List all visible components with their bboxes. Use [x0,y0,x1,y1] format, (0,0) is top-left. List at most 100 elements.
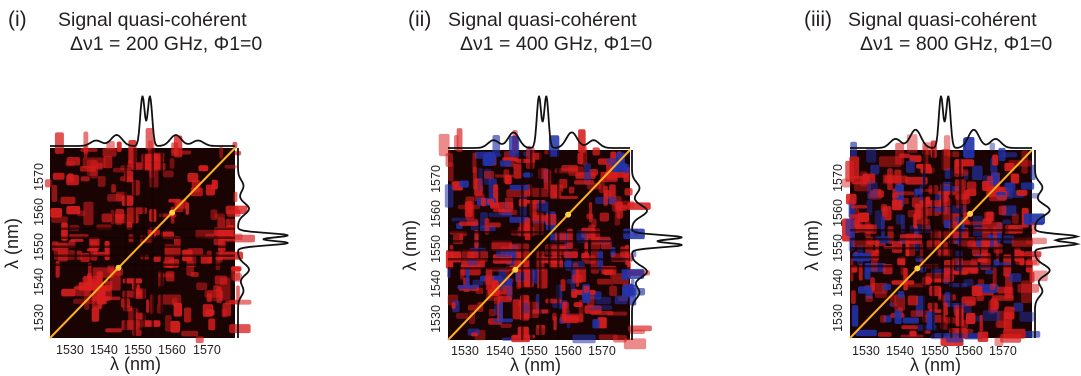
map-blob [891,241,903,253]
map-blob [1016,189,1028,196]
map-blob [960,193,971,204]
map-blob [897,290,905,299]
map-blob [493,318,514,323]
map-blob [106,140,115,150]
map-blob [102,148,117,157]
map-blob [1023,213,1046,225]
map-blob [537,268,548,289]
map-blob [597,317,607,329]
map-blob [44,179,52,188]
map-blob [503,169,510,183]
map-blob [591,218,597,227]
map-blob [487,198,495,205]
map-blob [214,275,228,285]
panel-title-line1: Signal quasi-cohérent [448,9,637,31]
map-blob [451,217,470,222]
top-spectrum-line [850,95,1032,149]
map-stripe [557,150,560,340]
map-blob [880,216,885,238]
correlation-map [841,134,1048,347]
map-stripe [548,150,551,340]
map-blob [216,286,222,304]
map-blob [206,293,212,303]
map-blob [469,311,476,325]
map-blob [990,298,998,313]
map-blob [624,188,633,196]
map-blob [186,260,194,276]
map-blob [931,333,950,338]
panel-title: Signal quasi-cohérent Δν1 = 200 GHz, Φ1=… [58,8,262,56]
map-blob [225,205,248,215]
map-blob [465,196,475,220]
map-blob [895,214,903,225]
map-blob [488,308,496,317]
map-blob [870,164,880,175]
y-tick: 1570 [428,165,443,193]
map-blob [962,221,984,226]
map-blob [954,305,964,317]
x-tick: 1550 [520,344,548,358]
map-blob [116,141,122,152]
map-blob [895,191,915,196]
map-blob [609,285,617,296]
y-tick: 1570 [830,164,845,192]
map-blob [925,278,945,283]
map-blob [111,184,116,193]
map-blob [892,199,903,211]
map-blob [989,142,996,151]
map-blob [861,173,871,180]
map-blob [606,311,628,316]
map-blob [449,244,454,268]
panel-title-line2: Δν1 = 400 GHz, Φ1=0 [460,33,653,55]
map-blob [903,267,908,291]
map-blob [1019,311,1034,322]
map-blob [981,238,988,263]
y-tick: 1560 [830,199,845,227]
panel-iii: (iii) Signal quasi-cohérent Δν1 = 800 GH… [800,0,1081,376]
map-blob [623,338,647,350]
panel-i: (i) Signal quasi-cohérent Δν1 = 200 GHz,… [0,0,360,376]
map-blob [224,164,237,169]
map-blob [850,257,854,282]
map-blob [236,285,240,303]
map-blob [127,160,133,168]
map-stripe [50,245,235,248]
map-blob [1020,182,1035,190]
y-tick: 1540 [31,268,46,296]
y-tick: 1530 [428,305,443,333]
y-tick: 1540 [428,270,443,298]
map-blob [613,335,627,343]
map-peak [914,265,921,272]
map-blob [205,309,215,316]
map-blob [1008,311,1015,321]
map-blob [554,168,579,174]
map-blob [229,324,251,334]
map-blob [73,298,96,304]
y-tick: 1560 [428,200,443,228]
map-blob [992,267,997,287]
map-blob [107,194,123,202]
map-blob [51,184,58,202]
map-blob [853,219,863,229]
map-blob [890,295,896,308]
map-blob [445,153,453,167]
map-blob [880,204,888,212]
map-stripe [850,238,1032,241]
map-diagonal [49,147,236,339]
map-blob [79,166,97,172]
map-blob [882,174,895,184]
map-blob [584,305,602,314]
map-blob [858,264,863,281]
map-blob [185,202,190,215]
panel-tag: (ii) [408,8,432,31]
map-blob [614,201,620,226]
map-blob [920,188,934,192]
side-spectrum-trace [237,148,289,338]
map-blob [121,320,140,331]
map-blob [563,251,578,259]
map-blob [135,312,144,320]
map-stripe [850,247,1032,250]
map-blob [97,175,106,187]
map-blob [222,302,231,317]
map-blob [557,195,579,199]
